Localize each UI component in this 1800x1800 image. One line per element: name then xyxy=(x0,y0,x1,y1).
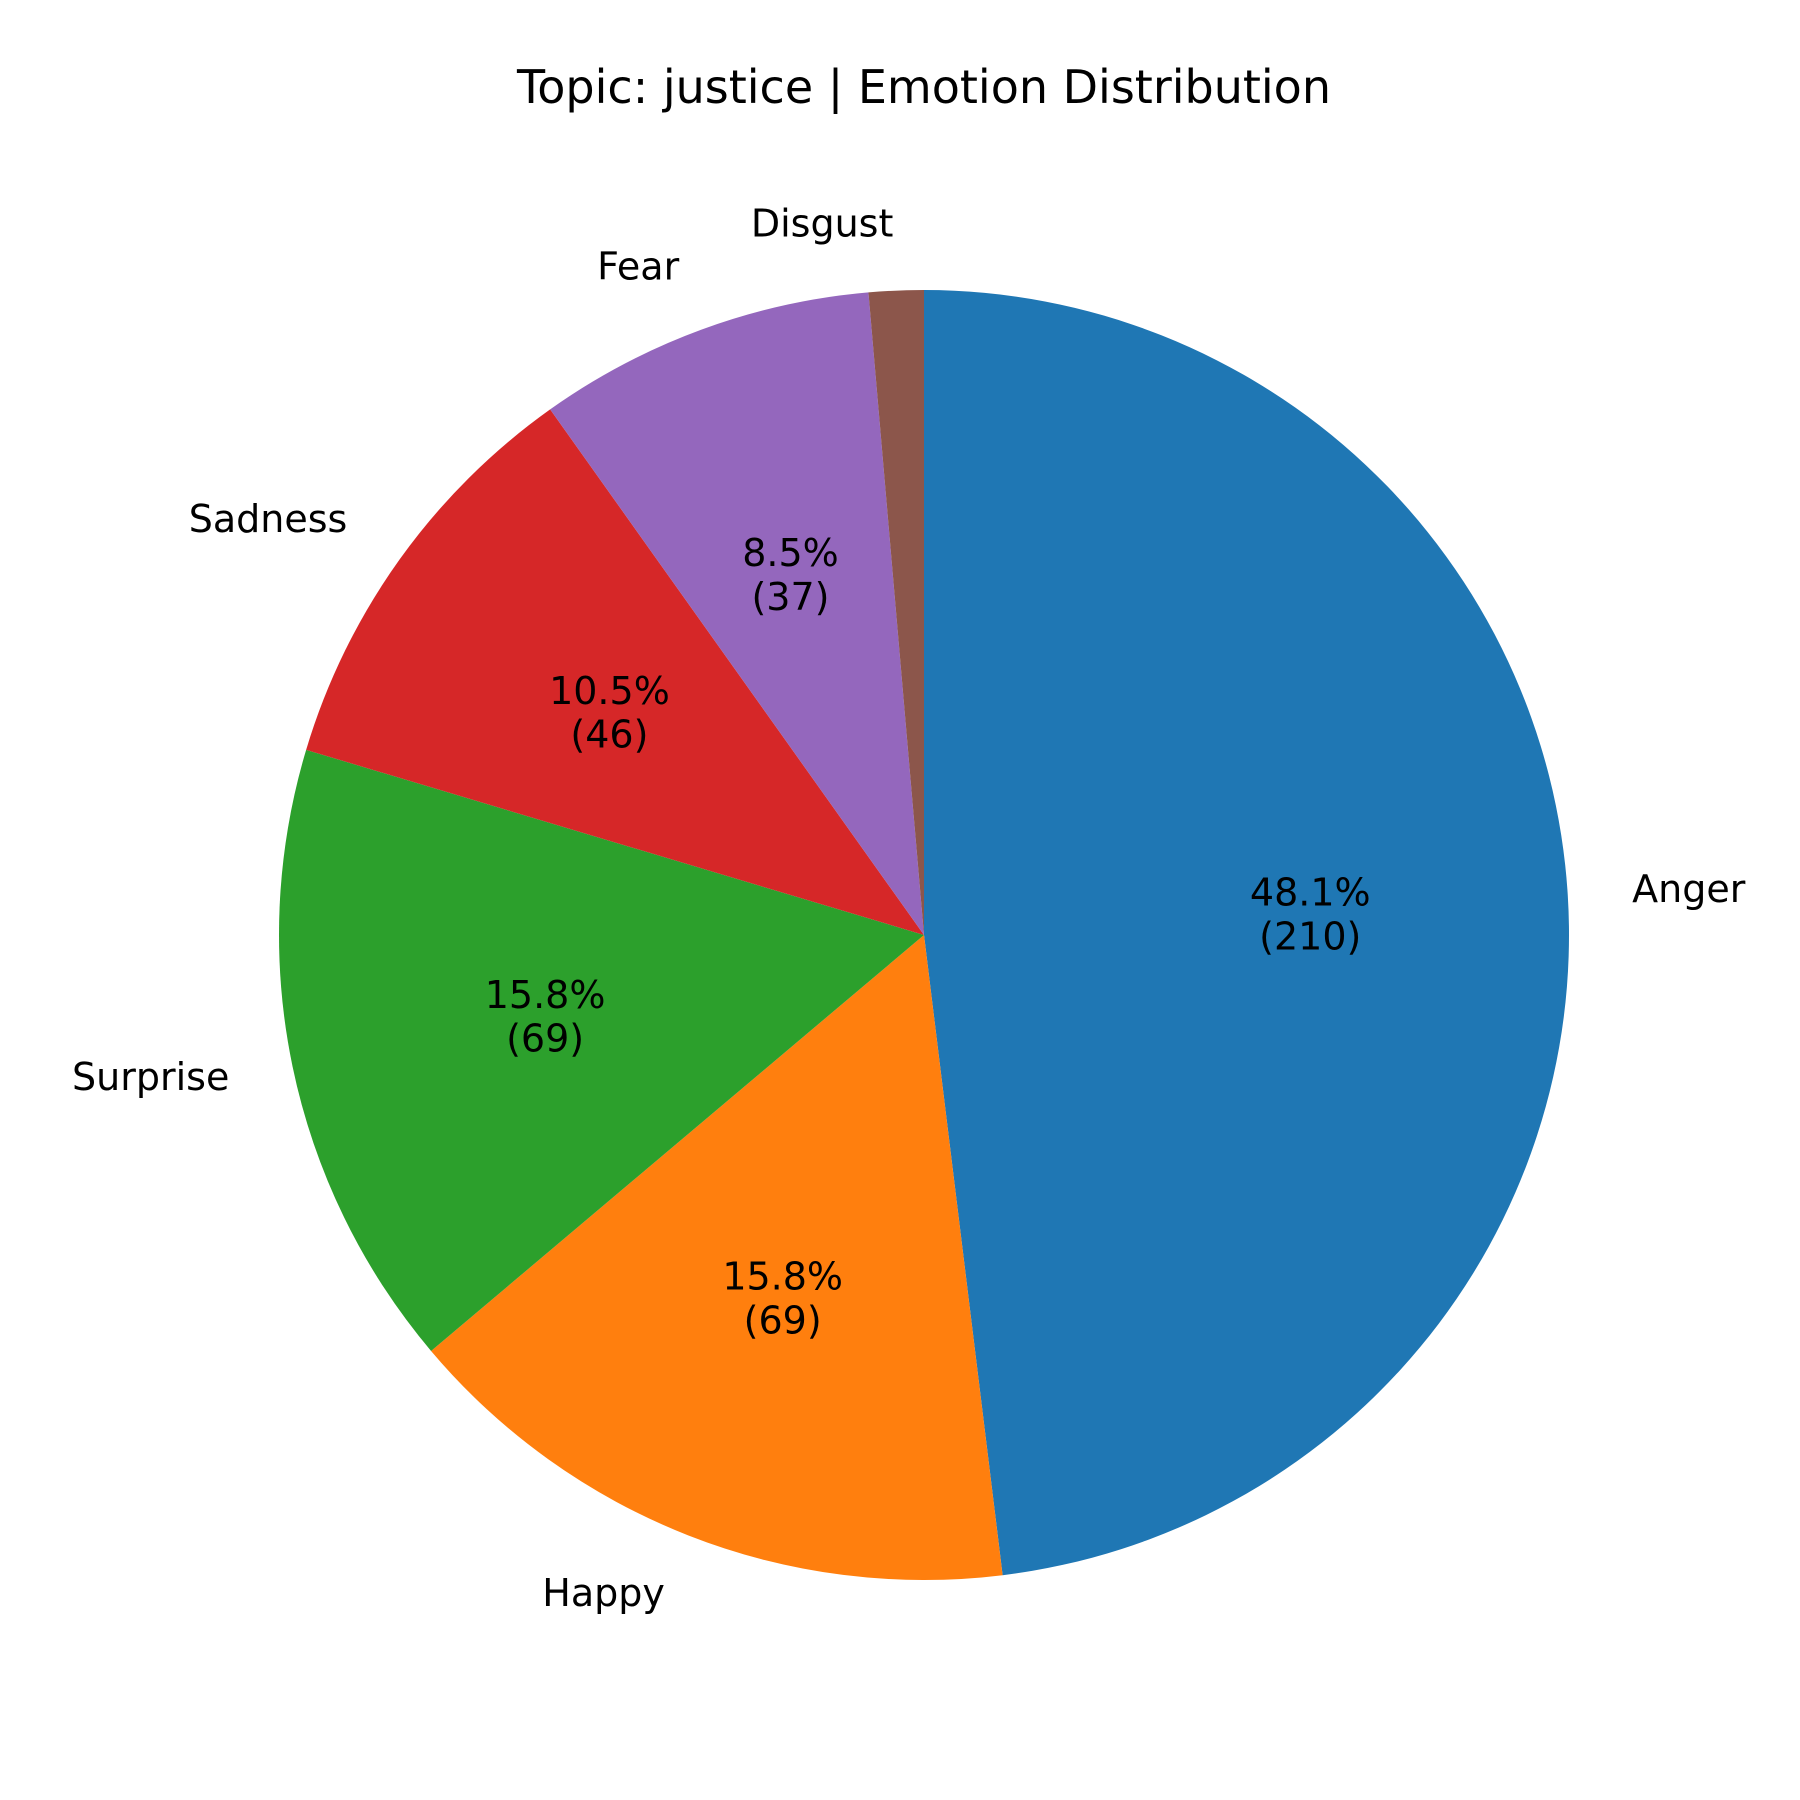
slice-percent-happy: 15.8% xyxy=(722,1255,843,1299)
slice-value-label-sadness: 10.5% (46) xyxy=(549,669,670,757)
slice-label-fear: Fear xyxy=(597,245,679,289)
pie-slice-disgust xyxy=(868,290,924,935)
slice-percent-sadness: 10.5% xyxy=(549,669,670,713)
slice-value-label-fear: 8.5% (37) xyxy=(742,531,839,619)
slice-label-happy: Happy xyxy=(542,1571,665,1615)
slice-label-sadness: Sadness xyxy=(189,497,348,541)
pie-slice-surprise xyxy=(278,749,924,1351)
chart-title: Topic: justice | Emotion Distribution xyxy=(516,60,1331,115)
slice-count-surprise: (69) xyxy=(506,1017,584,1061)
pie-slice-fear xyxy=(550,292,924,935)
pie-slice-sadness xyxy=(306,409,925,935)
slice-label-anger: Anger xyxy=(1632,867,1746,911)
pie-slice-happy xyxy=(431,935,1003,1580)
slice-percent-fear: 8.5% xyxy=(742,531,839,575)
slice-percent-surprise: 15.8% xyxy=(485,973,606,1017)
slice-value-label-happy: 15.8% (69) xyxy=(722,1255,843,1343)
slice-count-anger: (210) xyxy=(1259,914,1361,958)
slice-value-label-anger: 48.1% (210) xyxy=(1250,871,1371,959)
slice-label-surprise: Surprise xyxy=(72,1055,229,1099)
slice-count-fear: (37) xyxy=(751,575,829,619)
pie-slice-anger xyxy=(924,290,1570,1576)
slice-percent-anger: 48.1% xyxy=(1250,871,1371,915)
slice-count-sadness: (46) xyxy=(570,713,648,757)
pie-slices xyxy=(278,290,1570,1580)
slice-count-happy: (69) xyxy=(744,1298,822,1342)
slice-label-disgust: Disgust xyxy=(751,202,894,246)
slice-value-label-surprise: 15.8% (69) xyxy=(485,973,606,1061)
